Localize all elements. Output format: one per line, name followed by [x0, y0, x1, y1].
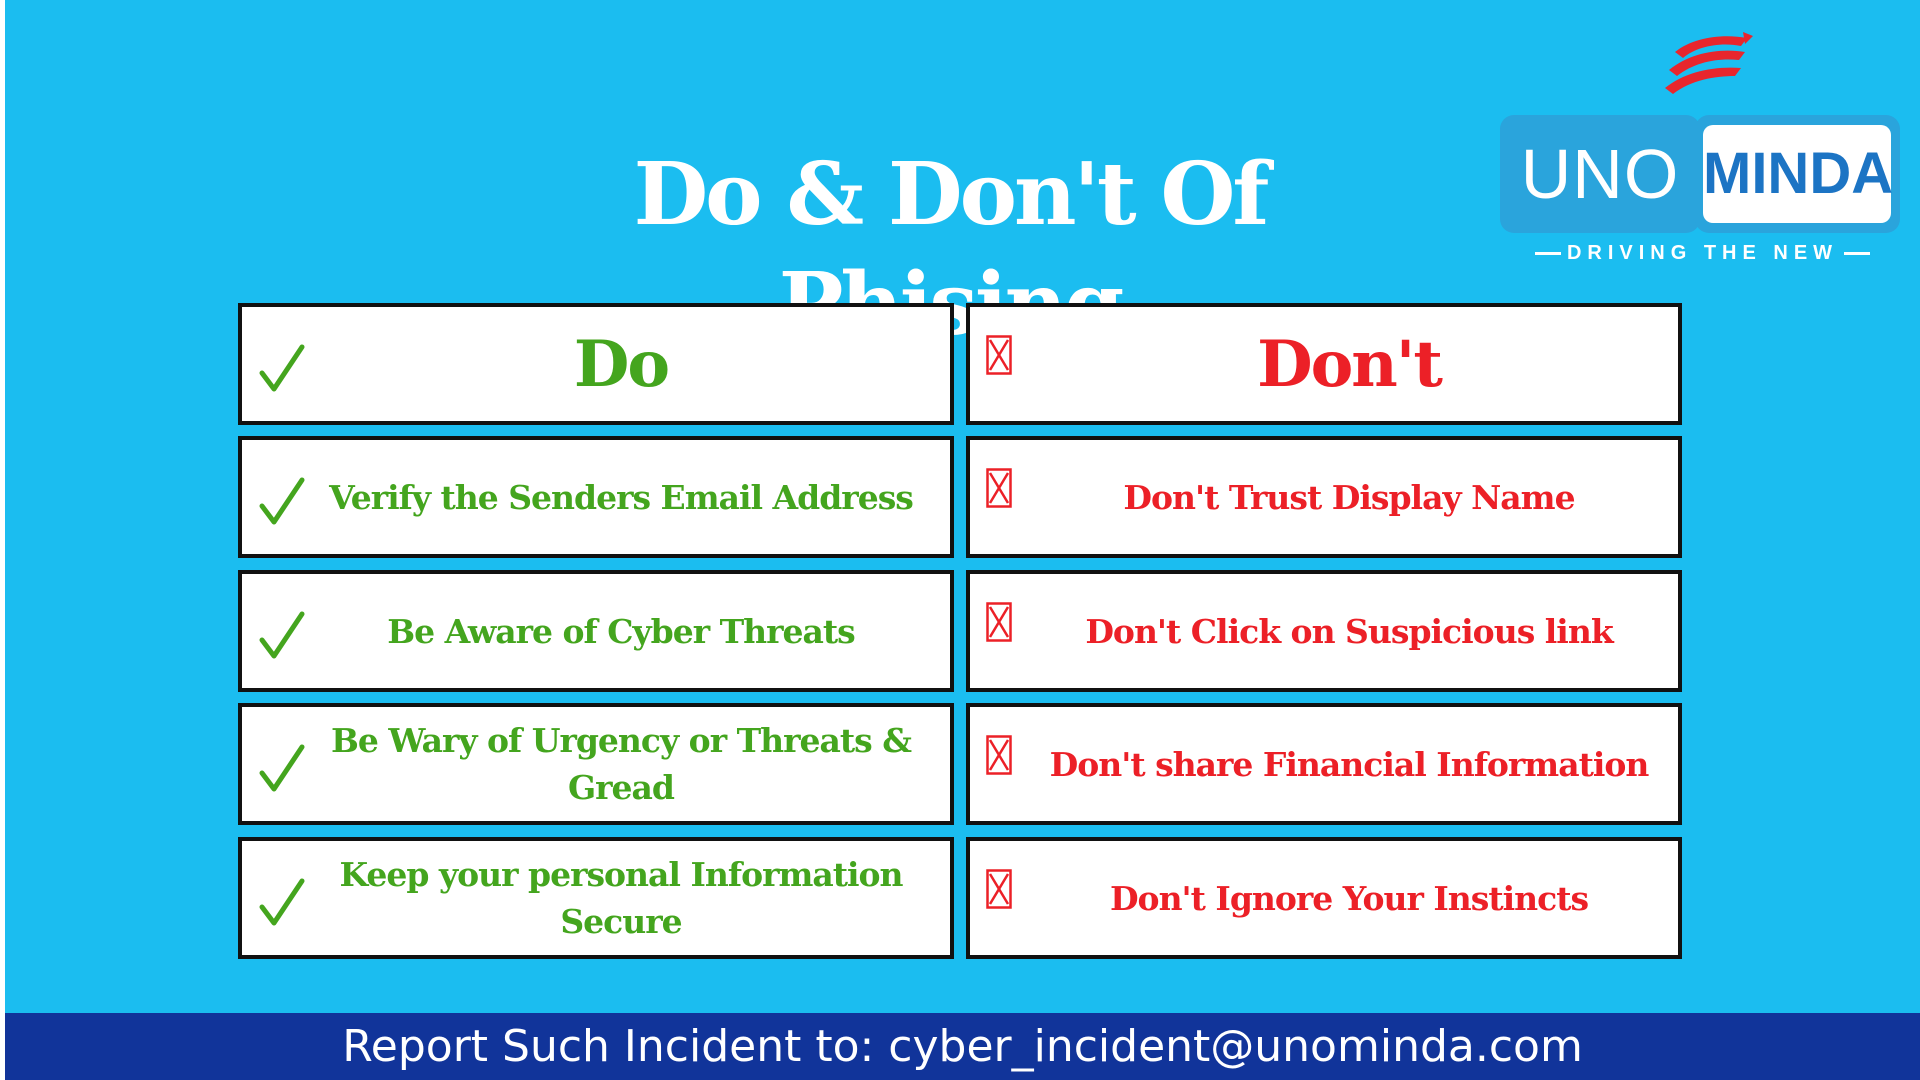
do-item-cell: Verify the Senders Email Address: [238, 436, 954, 558]
logo-minda-box: MINDA: [1695, 115, 1900, 233]
dont-item-text: Don't share Financial Information: [1049, 744, 1650, 784]
ballot-x-icon: [986, 869, 1012, 909]
logo-swoosh-icon: [1665, 32, 1753, 94]
ballot-x-icon: [986, 335, 1012, 375]
dont-item-text: Don't Click on Suspicious link: [1085, 611, 1613, 651]
check-icon: [259, 744, 305, 792]
do-item-text: Be Wary of Urgency or Threats & Gread: [331, 721, 912, 807]
do-header: Do: [573, 326, 670, 402]
tagline-text: DRIVING THE NEW: [1566, 242, 1839, 264]
ballot-x-icon: [986, 468, 1012, 508]
footer-report-banner: Report Such Incident to: cyber_incident@…: [5, 1013, 1920, 1080]
tagline-dash-right: [1844, 252, 1871, 256]
ballot-x-icon: [986, 735, 1012, 775]
do-header-cell: Do: [238, 303, 954, 425]
logo-minda-text: MINDA: [1703, 125, 1893, 223]
do-item-text: Keep your personal Information Secure: [339, 855, 903, 941]
dont-item-text: Don't Ignore Your Instincts: [1109, 878, 1589, 918]
do-item-cell: Keep your personal Information Secure: [238, 837, 954, 959]
check-icon: [259, 611, 305, 659]
do-item-cell: Be Aware of Cyber Threats: [238, 570, 954, 692]
tagline-dash-left: [1534, 252, 1561, 256]
ballot-x-icon: [986, 602, 1012, 642]
dont-item-cell: Don't Trust Display Name: [966, 436, 1682, 558]
dont-item-cell: Don't Ignore Your Instincts: [966, 837, 1682, 959]
check-icon: [259, 477, 305, 525]
dont-item-cell: Don't share Financial Information: [966, 703, 1682, 825]
logo-uno-text: UNO: [1500, 115, 1700, 233]
do-item-text: Be Aware of Cyber Threats: [387, 611, 856, 651]
dont-item-text: Don't Trust Display Name: [1123, 477, 1575, 517]
uno-minda-logo: UNO MINDA DRIVING THE NEW: [1500, 30, 1905, 264]
dont-header-cell: Don't: [966, 303, 1682, 425]
dont-header: Don't: [1257, 326, 1443, 402]
do-item-text: Verify the Senders Email Address: [329, 477, 914, 517]
footer-report-text: Report Such Incident to: cyber_incident@…: [342, 1021, 1583, 1072]
dont-item-cell: Don't Click on Suspicious link: [966, 570, 1682, 692]
do-dont-table: Do Don't Verify the Senders Email Addres…: [238, 303, 1682, 959]
do-item-cell: Be Wary of Urgency or Threats & Gread: [238, 703, 954, 825]
check-icon: [259, 878, 305, 926]
logo-tagline: DRIVING THE NEW: [1500, 242, 1905, 265]
check-icon: [259, 344, 305, 392]
